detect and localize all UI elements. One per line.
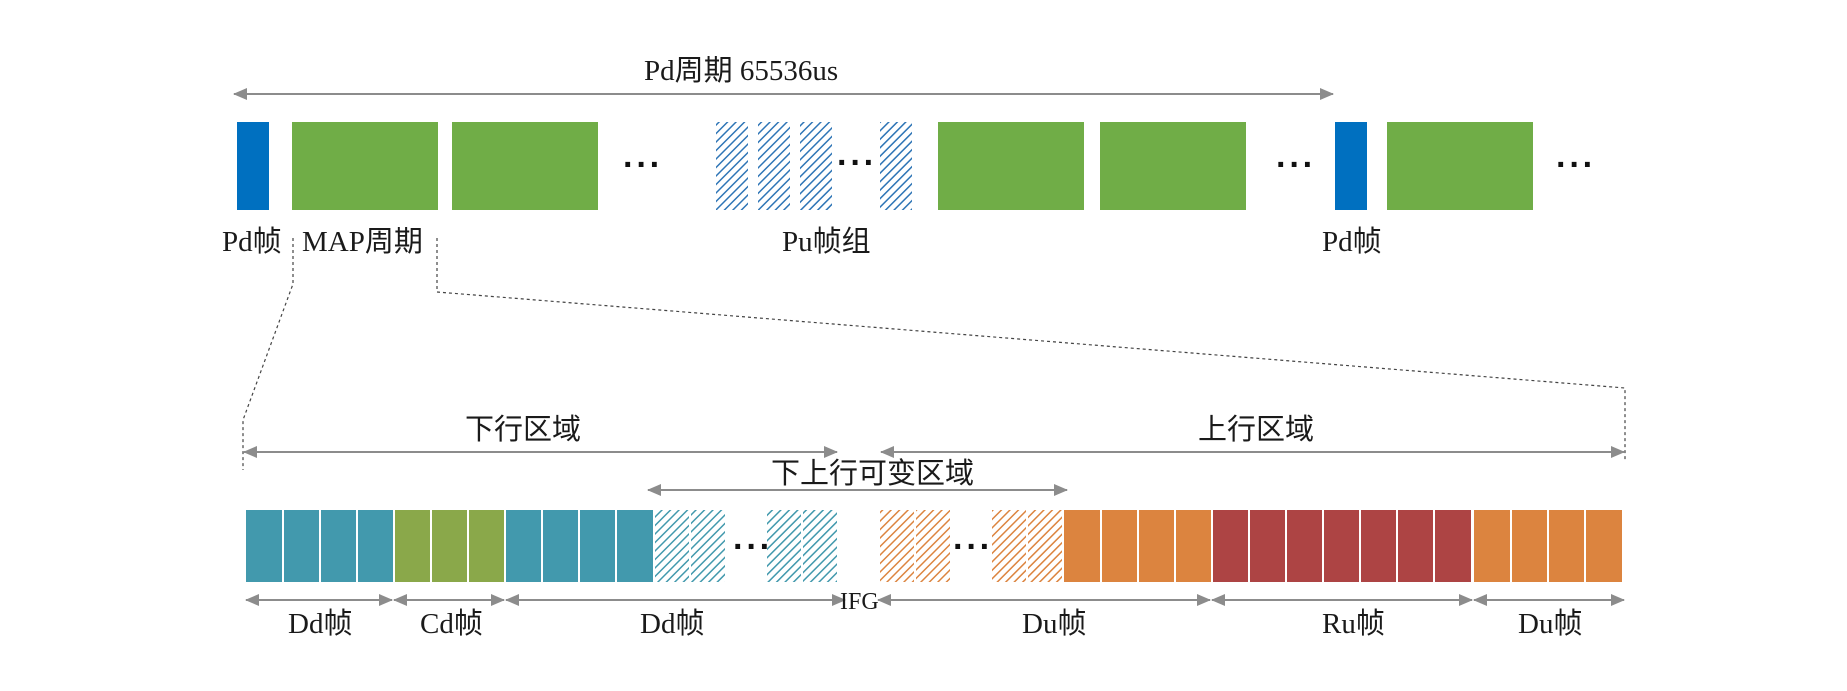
dd-frame-cell (505, 510, 542, 582)
ellipsis-icon: ··· (953, 528, 993, 566)
du-variable-cell (992, 510, 1026, 582)
ru-frame-cell (1397, 510, 1434, 582)
dd-variable-cell (767, 510, 801, 582)
dd-frame-cell (320, 510, 357, 582)
dd-frame-cell (283, 510, 320, 582)
top-frame-row (237, 122, 1533, 210)
zoom-guide-right (436, 238, 1626, 462)
ellipsis-icon: ··· (733, 528, 773, 566)
map-period-block (938, 122, 1084, 210)
pd-frame-left-label: Pd帧 (222, 226, 282, 258)
ru-frame-cell (1249, 510, 1286, 582)
ru-frame-cell (1286, 510, 1323, 582)
map-period-block (292, 122, 438, 210)
cd-frame-cell (468, 510, 505, 582)
map-period-block (1100, 122, 1246, 210)
ru-frame-cell (1434, 510, 1471, 582)
dd-segment-label: Dd帧 (640, 608, 705, 640)
ellipsis-icon: ··· (1556, 146, 1596, 184)
ellipsis-icon: ··· (837, 144, 877, 182)
ru-frame-cell (1212, 510, 1249, 582)
ru-frame-cell (1323, 510, 1360, 582)
cd-frame-cell (394, 510, 431, 582)
zoom-guide-left (242, 238, 294, 470)
ellipsis-icon: ··· (623, 146, 663, 184)
pd-frame-block-left (237, 122, 269, 210)
du-frame-cell (1585, 510, 1622, 582)
dd-variable-cell (691, 510, 725, 582)
cd-frame-cell (431, 510, 468, 582)
pd-period-label: Pd周期 65536us (644, 55, 839, 87)
du-frame-cell (1064, 510, 1101, 582)
dd-frame-cell (357, 510, 394, 582)
du-frame-cell (1548, 510, 1585, 582)
pu-frame-block (800, 122, 832, 210)
du-segment-label: Du帧 (1518, 608, 1583, 640)
du-frame-cell (1138, 510, 1175, 582)
du-variable-cell (1028, 510, 1062, 582)
dd-frame-cell (542, 510, 579, 582)
pd-frame-block-right (1335, 122, 1367, 210)
pu-frame-block (880, 122, 912, 210)
du-frame-cell (1101, 510, 1138, 582)
dd-frame-cell (616, 510, 653, 582)
pu-frame-block (758, 122, 790, 210)
du-frame-cell (1474, 510, 1511, 582)
dd-segment-label: Dd帧 (288, 608, 353, 640)
du-variable-cell (916, 510, 950, 582)
downlink-region-label: 下行区域 (465, 414, 582, 446)
map-period-detail-row (246, 510, 1622, 582)
ellipsis-icon: ··· (1276, 146, 1316, 184)
ifg-label: IFG (840, 589, 879, 615)
map-period-block (452, 122, 598, 210)
dd-variable-cell (655, 510, 689, 582)
du-frame-cell (1511, 510, 1548, 582)
dd-variable-cell (803, 510, 837, 582)
map-period-block (1387, 122, 1533, 210)
pu-frame-block (716, 122, 748, 210)
cd-segment-label: Cd帧 (420, 608, 483, 640)
dd-frame-cell (579, 510, 616, 582)
du-frame-cell (1175, 510, 1212, 582)
du-variable-cell (880, 510, 914, 582)
ru-frame-cell (1360, 510, 1397, 582)
ru-segment-label: Ru帧 (1322, 608, 1385, 640)
map-period-label: MAP周期 (302, 226, 423, 258)
du-segment-label: Du帧 (1022, 608, 1087, 640)
pd-frame-right-label: Pd帧 (1322, 226, 1382, 258)
variable-region-label: 下上行可变区域 (771, 458, 975, 490)
pu-group-label: Pu帧组 (782, 226, 871, 258)
dd-frame-cell (246, 510, 283, 582)
uplink-region-label: 上行区域 (1198, 414, 1315, 446)
